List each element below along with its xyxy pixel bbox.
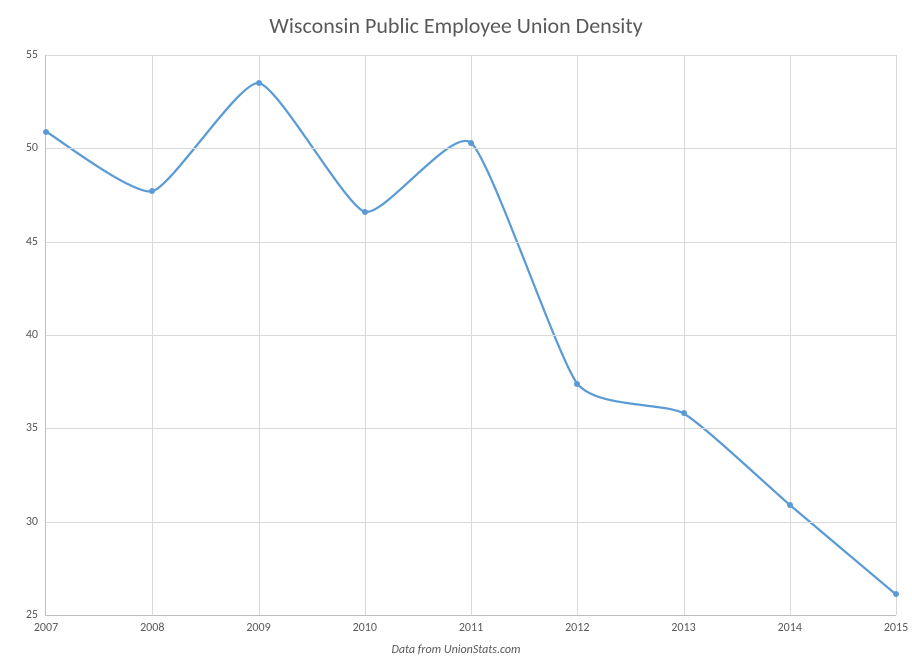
data-point-marker: [43, 129, 49, 135]
gridline-vertical: [896, 55, 897, 615]
data-point-marker: [468, 140, 474, 146]
x-axis-tick-label: 2010: [353, 621, 377, 635]
chart-title: Wisconsin Public Employee Union Density: [0, 12, 912, 39]
y-axis-tick-label: 45: [26, 235, 38, 249]
data-point-marker: [893, 591, 899, 597]
chart-container: Wisconsin Public Employee Union Density …: [0, 0, 912, 661]
y-axis-tick-label: 25: [26, 608, 38, 622]
x-axis-tick-label: 2007: [34, 621, 58, 635]
data-point-marker: [256, 80, 262, 86]
plot-area: 2530354045505520072008200920102011201220…: [45, 55, 896, 616]
gridline-vertical: [577, 55, 578, 615]
x-axis-tick-label: 2008: [140, 621, 164, 635]
x-axis-tick-label: 2013: [671, 621, 695, 635]
data-point-marker: [787, 502, 793, 508]
y-axis-tick-label: 50: [26, 141, 38, 155]
x-axis-tick-label: 2014: [778, 621, 802, 635]
x-axis-tick-label: 2012: [565, 621, 589, 635]
y-axis-tick-label: 35: [26, 421, 38, 435]
gridline-vertical: [259, 55, 260, 615]
x-axis-tick-label: 2015: [884, 621, 908, 635]
gridline-vertical: [790, 55, 791, 615]
data-point-marker: [574, 381, 580, 387]
y-axis-tick-label: 55: [26, 48, 38, 62]
gridline-vertical: [684, 55, 685, 615]
data-point-marker: [362, 209, 368, 215]
chart-caption: Data from UnionStats.com: [0, 643, 912, 657]
y-axis-tick-label: 30: [26, 515, 38, 529]
data-point-marker: [149, 188, 155, 194]
x-axis-tick-label: 2011: [459, 621, 483, 635]
x-axis-tick-label: 2009: [246, 621, 270, 635]
data-point-marker: [681, 410, 687, 416]
gridline-vertical: [152, 55, 153, 615]
y-axis-tick-label: 40: [26, 328, 38, 342]
gridline-vertical: [365, 55, 366, 615]
